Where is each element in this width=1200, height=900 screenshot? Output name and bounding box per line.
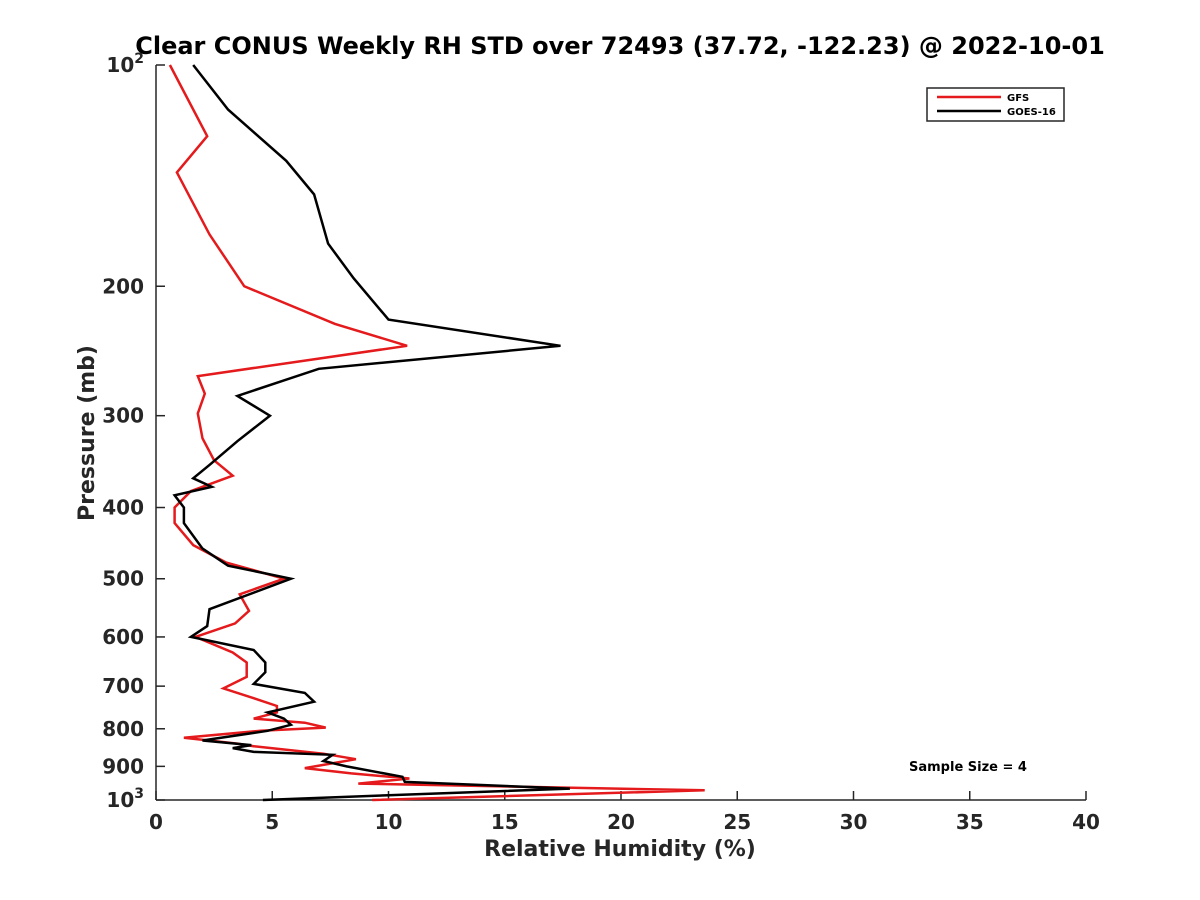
legend-label-gfs: GFS	[1007, 93, 1029, 104]
y-tick-label: 102	[106, 51, 144, 77]
series-line-goes-16	[172, 64, 570, 802]
x-axis-label: Relative Humidity (%)	[484, 837, 756, 862]
plot-axes: 0 5 10 15 20 25 30 35 40 102 200 300 400 500 600 700 800…	[102, 51, 1100, 834]
y-tick-label: 300	[102, 404, 144, 428]
legend-label-goes-16: GOES-16	[1007, 107, 1056, 118]
x-tick-label: 25	[723, 810, 751, 834]
y-tick-label: 103	[106, 786, 144, 812]
y-axis-label: Pressure (mb)	[75, 345, 100, 521]
y-tick-label: 900	[102, 754, 144, 778]
x-tick-label: 15	[491, 810, 519, 834]
y-tick-label: 500	[102, 567, 144, 591]
sample-size-annotation: Sample Size = 4	[909, 760, 1027, 775]
y-tick-label: 600	[102, 625, 144, 649]
x-tick-label: 40	[1072, 810, 1100, 834]
x-tick-label: 30	[840, 810, 868, 834]
x-tick-label: 10	[375, 810, 403, 834]
y-tick-label: 800	[102, 717, 144, 741]
chart-title: Clear CONUS Weekly RH STD over 72493 (37…	[135, 32, 1105, 60]
legend: GFS GOES-16	[926, 87, 1065, 122]
x-tick-label: 0	[149, 810, 163, 834]
y-tick-label: 200	[102, 274, 144, 298]
series-lines	[168, 64, 705, 802]
x-tick-label: 5	[265, 810, 279, 834]
y-tick-label: 700	[102, 674, 144, 698]
y-tick-label: 400	[102, 496, 144, 520]
legend-box	[926, 87, 1065, 122]
x-tick-label: 35	[956, 810, 984, 834]
x-tick-label: 20	[607, 810, 635, 834]
